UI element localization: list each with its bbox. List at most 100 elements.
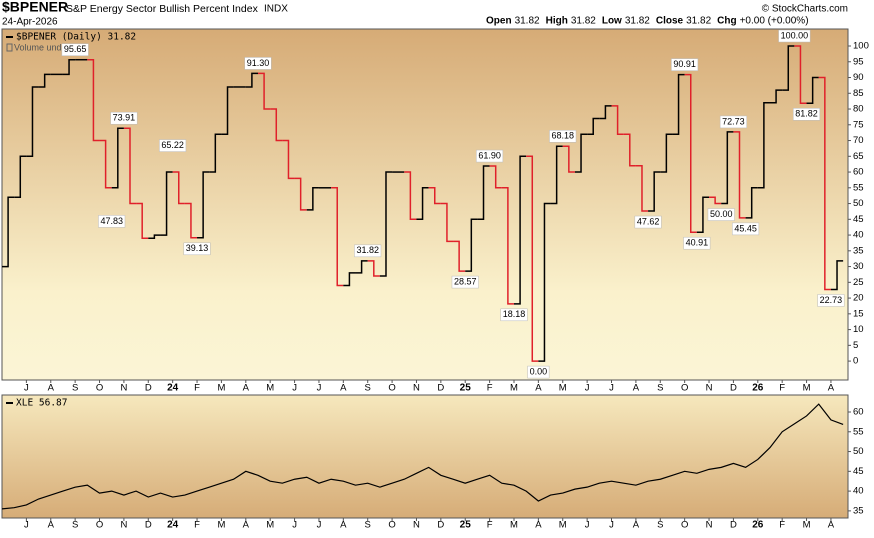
y-tick-label: 25 [853, 277, 864, 288]
annotation-label: 40.91 [686, 238, 709, 248]
annotation-label: 100.00 [781, 30, 809, 40]
x-tick-label: M [217, 520, 225, 531]
line-segment [489, 165, 502, 189]
quote-label: Low [602, 16, 622, 27]
annotation-label: 81.82 [795, 109, 818, 119]
line-segment [611, 105, 624, 135]
annotation-label: 0.00 [530, 366, 548, 376]
x-tick-label: S [657, 383, 663, 394]
line-segment [306, 187, 319, 211]
x-tick-label: F [779, 520, 785, 531]
x-tick-label: D [730, 383, 737, 394]
legend-swatch [6, 402, 13, 404]
x-tick-label: S [365, 520, 371, 531]
x-tick-label: J [292, 520, 297, 531]
annotation-label: 61.90 [478, 150, 501, 160]
legend-swatch [6, 36, 13, 38]
annotation: 81.82 [793, 108, 821, 121]
annotation: 68.18 [549, 130, 577, 143]
line [1, 403, 844, 510]
y-tick-label: 60 [853, 167, 864, 178]
x-tick-label: O [681, 383, 688, 394]
line-segment [562, 145, 575, 173]
y-tick-label: 20 [853, 293, 864, 304]
y-tick-label: 40 [853, 230, 864, 241]
line-segment [172, 171, 185, 205]
annotation-box [732, 222, 760, 236]
x-tick-label: F [487, 520, 493, 531]
x-tick-label: A [535, 383, 542, 394]
annotation: 47.83 [98, 215, 126, 228]
line-segment [184, 202, 198, 239]
annotation: 90.91 [671, 58, 699, 71]
x-tick-label: 26 [752, 383, 764, 394]
line-segment [684, 73, 697, 233]
x-tick-label: O [388, 383, 395, 394]
line-segment [404, 171, 417, 221]
y-tick-label: 35 [853, 245, 864, 256]
annotation-box [183, 242, 211, 256]
annotation-box [451, 275, 479, 289]
annotation-label: 39.13 [186, 243, 209, 253]
annotation: 40.91 [683, 236, 711, 250]
annotation-box [159, 139, 187, 152]
x-tick-label: F [194, 520, 200, 531]
x-tick-label: J [317, 520, 322, 531]
xle-panel [1, 394, 849, 519]
x-tick-label: 26 [752, 520, 764, 531]
annotation-box [354, 244, 382, 258]
x-tick-label: F [487, 383, 493, 394]
credit: © StockCharts.com [762, 4, 848, 15]
line-segment [757, 101, 770, 189]
legend-icon [6, 43, 13, 52]
x-tick-label: M [803, 520, 811, 531]
x-tick-label: N [706, 383, 713, 394]
annotation-label: 90.91 [673, 59, 696, 69]
x-tick-label: M [266, 383, 274, 394]
line-segment [245, 72, 258, 88]
y-tick-label: 55 [853, 426, 864, 437]
annotation: 91.30 [244, 57, 272, 70]
line-segment [806, 76, 819, 105]
quote-label: Chg [717, 16, 736, 27]
line-segment [416, 187, 429, 221]
x-tick-label: A [48, 520, 55, 531]
x-tick-label: N [413, 520, 420, 531]
y-tick-label: 75 [853, 119, 864, 130]
legend-note: Volume undef [14, 42, 70, 52]
annotation-box [98, 215, 126, 228]
x-tick-label: 25 [460, 520, 472, 531]
line-segment [331, 187, 344, 287]
annotation: 39.13 [183, 242, 211, 256]
x-tick-label: J [585, 383, 590, 394]
line-segment [221, 86, 234, 135]
quote-value: 31.82 [686, 16, 711, 27]
x-tick-label: F [194, 383, 200, 394]
annotation: 47.62 [634, 215, 662, 229]
annotation: 61.90 [476, 149, 504, 163]
x-tick-label: A [535, 520, 542, 531]
annotation: 50.00 [707, 208, 735, 221]
x-tick-label: 24 [167, 520, 179, 531]
annotation-box [549, 130, 577, 143]
line-segment [355, 260, 368, 274]
x-tick-label: F [779, 383, 785, 394]
line-segment [282, 139, 295, 180]
annotation: 95.65 [61, 43, 89, 56]
quote-label: Close [656, 16, 684, 27]
x-tick-label: O [96, 383, 103, 394]
line-segment [672, 73, 685, 135]
annotation-box [476, 149, 504, 163]
annotation-box [244, 57, 272, 70]
line-segment [209, 133, 222, 173]
annotation-label: 50.00 [710, 209, 733, 219]
legend-label: $BPENER (Daily) 31.82 [16, 32, 136, 43]
annotation-box [778, 29, 811, 43]
annotation-label: 47.83 [100, 216, 123, 226]
x-tick-label: O [388, 520, 395, 531]
y-tick-label: 5 [853, 340, 858, 351]
y-tick-label: 30 [853, 261, 864, 272]
annotation-box [110, 111, 138, 125]
line-segment [830, 260, 844, 291]
y-tick-label: 100 [853, 41, 869, 52]
